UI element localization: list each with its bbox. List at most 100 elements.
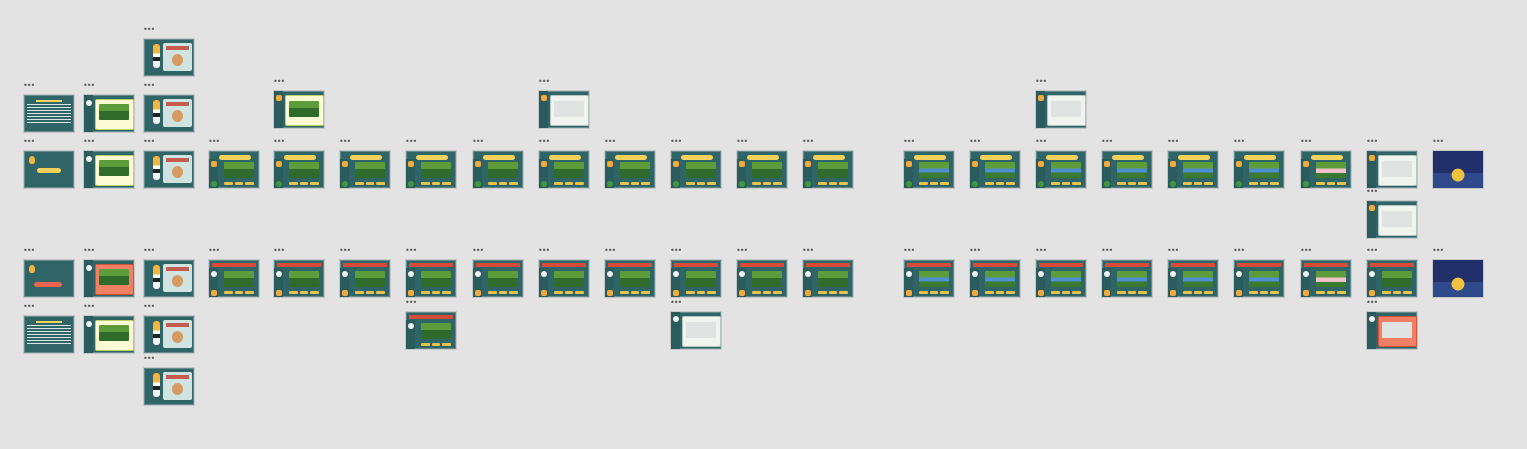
frame-menu-icon[interactable]: ••• (208, 246, 220, 255)
frame-menu-icon[interactable]: ••• (670, 298, 682, 307)
frame-menu-icon[interactable]: ••• (538, 77, 550, 86)
frame-menu-icon[interactable]: ••• (83, 302, 95, 311)
frame-menu-icon[interactable]: ••• (1167, 137, 1179, 146)
frame-menu-icon[interactable]: ••• (1035, 77, 1047, 86)
frame-menu-icon[interactable]: ••• (405, 137, 417, 146)
frame-menu-icon[interactable]: ••• (208, 137, 220, 146)
frame-menu-icon[interactable]: ••• (1101, 246, 1113, 255)
feedback-banner (1105, 263, 1149, 267)
sidebar (1168, 159, 1177, 188)
frame-menu-icon[interactable]: ••• (143, 137, 155, 146)
feedback-banner (542, 263, 586, 267)
start-button-shape (34, 282, 62, 287)
lesson-card-thumbnail (83, 315, 135, 354)
feedback-banner (409, 315, 453, 319)
frame-menu-icon[interactable]: ••• (472, 246, 484, 255)
frame-menu-icon[interactable]: ••• (736, 137, 748, 146)
frame-menu-icon[interactable]: ••• (1233, 246, 1245, 255)
sidebar (671, 312, 680, 349)
frame-menu-icon[interactable]: ••• (1035, 137, 1047, 146)
frame-menu-icon[interactable]: ••• (1167, 246, 1179, 255)
feedback-banner (1237, 263, 1281, 267)
start-button-shape (37, 168, 61, 173)
frame-menu-icon[interactable]: ••• (670, 246, 682, 255)
frame-menu-icon[interactable]: ••• (339, 246, 351, 255)
lion-icon (972, 290, 978, 296)
frame-menu-icon[interactable]: ••• (670, 137, 682, 146)
sidebar (1036, 159, 1045, 188)
frame-menu-icon[interactable]: ••• (736, 246, 748, 255)
frame-menu-icon[interactable]: ••• (472, 137, 484, 146)
frame-menu-icon[interactable]: ••• (903, 246, 915, 255)
frame-menu-icon[interactable]: ••• (1101, 137, 1113, 146)
sidebar (274, 159, 283, 188)
close-icon (1104, 271, 1110, 277)
lion-icon (276, 95, 282, 101)
frame-menu-icon[interactable]: ••• (604, 246, 616, 255)
frame-menu-icon[interactable]: ••• (273, 137, 285, 146)
frame-menu-icon[interactable]: ••• (1432, 246, 1444, 255)
frame-menu-icon[interactable]: ••• (1366, 246, 1378, 255)
feedback-thumbnail (1300, 259, 1352, 298)
frame-menu-icon[interactable]: ••• (1300, 137, 1312, 146)
lion-icon (805, 161, 811, 167)
lion-icon (1170, 290, 1176, 296)
feedback-banner (277, 263, 321, 267)
frame-menu-icon[interactable]: ••• (23, 302, 35, 311)
feedback-icon (686, 271, 716, 287)
frame-menu-icon[interactable]: ••• (538, 246, 550, 255)
frame-menu-icon[interactable]: ••• (143, 25, 155, 34)
scene-card-thumbnail (969, 150, 1021, 189)
frame-menu-icon[interactable]: ••• (405, 298, 417, 307)
frame-menu-icon[interactable]: ••• (23, 137, 35, 146)
scene-card-thumbnail (208, 150, 260, 189)
scene-card-thumbnail (538, 150, 590, 189)
frame-menu-icon[interactable]: ••• (969, 246, 981, 255)
frame-menu-icon[interactable]: ••• (273, 77, 285, 86)
frame-menu-icon[interactable]: ••• (1432, 137, 1444, 146)
lion-icon (673, 290, 679, 296)
frame-menu-icon[interactable]: ••• (802, 246, 814, 255)
sidebar (671, 159, 680, 188)
close-icon (408, 323, 414, 329)
frame-menu-icon[interactable]: ••• (1366, 187, 1378, 196)
frame-menu-icon[interactable]: ••• (143, 246, 155, 255)
frame-menu-icon[interactable]: ••• (83, 246, 95, 255)
frame-menu-icon[interactable]: ••• (969, 137, 981, 146)
frame-menu-icon[interactable]: ••• (405, 246, 417, 255)
frame-menu-icon[interactable]: ••• (1366, 137, 1378, 146)
frame-menu-icon[interactable]: ••• (1035, 246, 1047, 255)
pin-button-thumbnail (23, 259, 75, 298)
frame-menu-icon[interactable]: ••• (143, 302, 155, 311)
check-icon (342, 181, 348, 187)
frame-menu-icon[interactable]: ••• (143, 81, 155, 90)
feedback-thumbnail (1366, 311, 1418, 350)
frame-menu-icon[interactable]: ••• (1300, 246, 1312, 255)
frame-menu-icon[interactable]: ••• (23, 246, 35, 255)
frame-menu-icon[interactable]: ••• (604, 137, 616, 146)
frame-menu-icon[interactable]: ••• (802, 137, 814, 146)
water-feedback-icon (1051, 271, 1081, 287)
frame-menu-icon[interactable]: ••• (23, 81, 35, 90)
frame-menu-icon[interactable]: ••• (339, 137, 351, 146)
frame-menu-icon[interactable]: ••• (1366, 298, 1378, 307)
frame-menu-icon[interactable]: ••• (143, 354, 155, 363)
frame-menu-icon[interactable]: ••• (83, 137, 95, 146)
frame-menu-icon[interactable]: ••• (903, 137, 915, 146)
frame-menu-icon[interactable]: ••• (1233, 137, 1245, 146)
water-scene-icon (1249, 162, 1279, 178)
frame-menu-icon[interactable]: ••• (83, 81, 95, 90)
forest-scene-icon (99, 160, 129, 176)
lion-icon (1236, 161, 1242, 167)
frame-menu-icon[interactable]: ••• (273, 246, 285, 255)
paragraph-text-icon (27, 319, 71, 346)
close-icon (475, 271, 481, 277)
lesson-card (1378, 316, 1417, 347)
answer-options (686, 291, 717, 294)
answer-options (224, 182, 255, 185)
frame-menu-icon[interactable]: ••• (538, 137, 550, 146)
close-icon (211, 271, 217, 277)
mascot-dialog-thumbnail (143, 38, 195, 77)
speech-bubble (163, 372, 192, 400)
